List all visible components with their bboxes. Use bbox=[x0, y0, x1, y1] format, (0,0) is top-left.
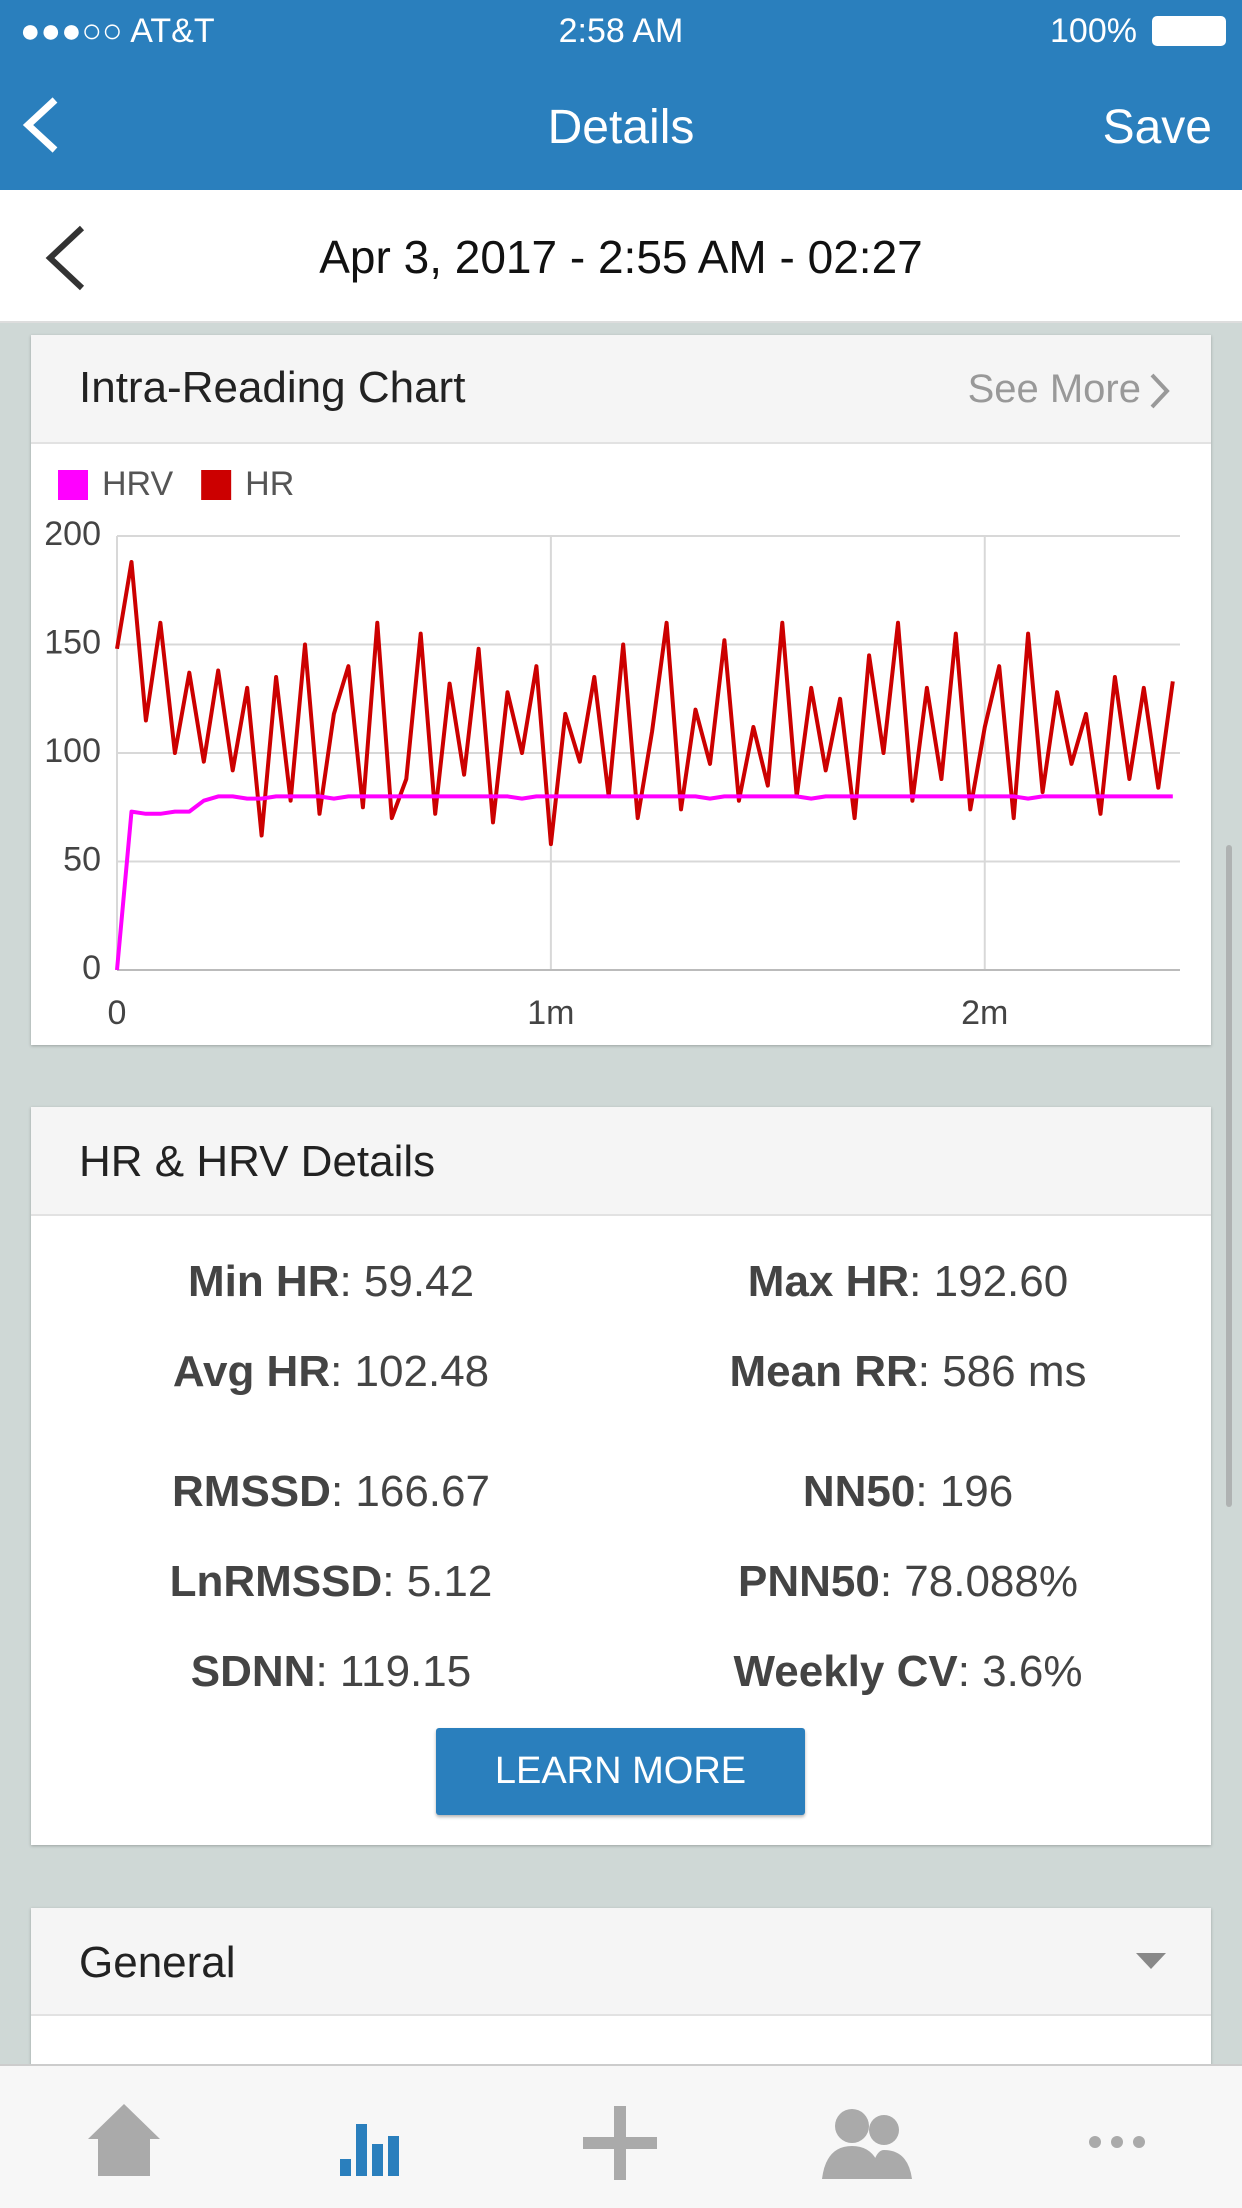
battery-text: 100% bbox=[1050, 12, 1137, 50]
series-line bbox=[115, 560, 1175, 847]
home-tab[interactable] bbox=[88, 2104, 160, 2176]
detail-value: : 78.088% bbox=[879, 1557, 1078, 1606]
detail-item: NN50: 196 bbox=[618, 1467, 1198, 1517]
x-tick-label: 2m bbox=[961, 994, 1008, 1032]
y-tick-label: 200 bbox=[44, 515, 101, 553]
date-bar bbox=[0, 190, 1242, 323]
detail-item: Min HR: 59.42 bbox=[41, 1257, 621, 1307]
detail-value: : 192.60 bbox=[909, 1257, 1069, 1306]
x-tick-label: 1m bbox=[527, 994, 574, 1032]
detail-value: : 5.12 bbox=[382, 1557, 493, 1606]
detail-label: Weekly CV bbox=[733, 1647, 958, 1696]
legend-swatch bbox=[201, 470, 232, 500]
prev-icon[interactable] bbox=[30, 220, 100, 300]
y-tick-label: 50 bbox=[63, 840, 101, 878]
carrier: ●●●○○ AT&T bbox=[20, 12, 215, 50]
time: 2:58 AM bbox=[558, 12, 684, 50]
scrollbar bbox=[1226, 845, 1232, 1507]
legend-swatch bbox=[58, 470, 88, 500]
add-tab[interactable] bbox=[583, 2106, 657, 2180]
detail-label: Max HR bbox=[747, 1257, 910, 1306]
dropdown-icon[interactable] bbox=[1136, 1953, 1166, 1973]
tab-icons bbox=[88, 2104, 1145, 2180]
detail-value: : 166.67 bbox=[330, 1467, 490, 1516]
detail-label: Mean RR bbox=[729, 1347, 918, 1396]
date-text: Apr 3, 2017 - 2:55 AM - 02:27 bbox=[319, 231, 923, 283]
back-icon[interactable] bbox=[0, 90, 80, 170]
detail-label: PNN50 bbox=[738, 1557, 880, 1606]
header bbox=[0, 0, 1242, 190]
detail-label: RMSSD bbox=[172, 1467, 331, 1516]
card-title: HR & HRV Details bbox=[79, 1137, 436, 1186]
detail-item: PNN50: 78.088% bbox=[618, 1557, 1198, 1607]
detail-value: : 196 bbox=[915, 1467, 1014, 1516]
detail-item: LnRMSSD: 5.12 bbox=[41, 1557, 621, 1607]
nav-title: Details bbox=[547, 101, 695, 154]
legend-label: HR bbox=[245, 465, 294, 503]
x-tick-label: 0 bbox=[108, 994, 127, 1032]
detail-item: Max HR: 192.60 bbox=[618, 1257, 1198, 1307]
detail-label: LnRMSSD bbox=[169, 1557, 383, 1606]
detail-item: Weekly CV: 3.6% bbox=[618, 1647, 1198, 1697]
detail-value: : 119.15 bbox=[315, 1647, 472, 1696]
detail-value: : 59.42 bbox=[339, 1257, 475, 1306]
stats-tab[interactable] bbox=[340, 2124, 399, 2176]
details-card: HR & HRV Details Min HR: 59.42 Max HR: 19… bbox=[31, 1107, 1211, 1845]
battery-icon bbox=[1152, 16, 1226, 46]
detail-value: : 586 ms bbox=[917, 1347, 1087, 1396]
save-button[interactable]: Save bbox=[1102, 101, 1212, 154]
see-more-icon[interactable] bbox=[1147, 371, 1171, 411]
y-tick-label: 0 bbox=[82, 949, 101, 987]
community-tab[interactable] bbox=[822, 2109, 912, 2179]
y-tick-label: 150 bbox=[44, 623, 101, 661]
card-title[interactable]: General bbox=[79, 1938, 236, 1987]
detail-label: Avg HR bbox=[172, 1347, 331, 1396]
more-tab[interactable] bbox=[1089, 2136, 1145, 2148]
chart: 0 50 100 150 200 0 1m 2m HRV HR bbox=[44, 465, 1180, 1032]
learn-more-button[interactable]: LEARN MORE bbox=[436, 1728, 805, 1815]
detail-item: SDNN: 119.15 bbox=[41, 1647, 621, 1697]
detail-label: Min HR bbox=[187, 1257, 340, 1306]
detail-item: Avg HR: 102.48 bbox=[41, 1347, 621, 1397]
card-header bbox=[31, 1107, 1211, 1216]
detail-item: Mean RR: 586 ms bbox=[618, 1347, 1198, 1397]
general-card: General bbox=[31, 1908, 1211, 2078]
see-more[interactable]: See More bbox=[967, 367, 1141, 411]
card-title: Intra-Reading Chart bbox=[79, 363, 466, 412]
card-header bbox=[31, 1908, 1211, 2016]
detail-label: SDNN bbox=[190, 1647, 316, 1696]
detail-label: NN50 bbox=[802, 1467, 916, 1516]
detail-value: : 3.6% bbox=[957, 1647, 1083, 1696]
chart-card: Intra-Reading Chart See More 0 50 100 150 20… bbox=[31, 335, 1211, 1045]
detail-value: : 102.48 bbox=[330, 1347, 490, 1396]
series-line bbox=[115, 794, 1173, 971]
y-tick-label: 100 bbox=[44, 732, 101, 770]
detail-item: RMSSD: 166.67 bbox=[41, 1467, 621, 1517]
card-header bbox=[31, 335, 1211, 444]
legend-label: HRV bbox=[102, 465, 173, 503]
